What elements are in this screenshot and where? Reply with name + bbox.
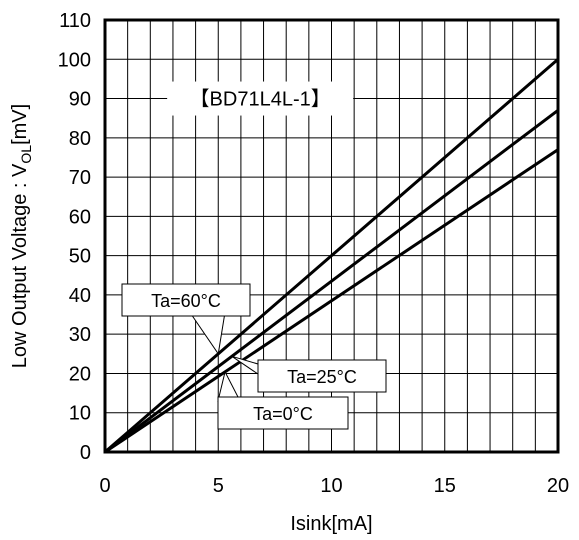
x-tick-label: 15 xyxy=(434,475,456,497)
x-tick-labels: 0 5 10 15 20 xyxy=(99,475,569,497)
chart-title-box: 【BD71L4L-1】 xyxy=(167,81,354,116)
x-tick-label: 10 xyxy=(320,475,342,497)
annotation-box xyxy=(257,359,387,393)
annotation-label: Ta=0°C xyxy=(253,404,313,424)
series-layer xyxy=(104,58,559,454)
annotation-label: Ta=60°C xyxy=(151,291,221,311)
y-tick-label: 70 xyxy=(69,167,91,189)
y-axis-label-unit: [mV] xyxy=(9,104,31,145)
series-line-2 xyxy=(104,148,559,454)
chart-title: 【BD71L4L-1】 xyxy=(190,89,331,111)
y-tick-label: 10 xyxy=(69,403,91,425)
annotation-box xyxy=(217,396,349,430)
annotation-pointer xyxy=(191,315,225,356)
x-tick-label: 0 xyxy=(99,475,110,497)
y-tick-label: 80 xyxy=(69,128,91,150)
x-tick-label: 5 xyxy=(213,475,224,497)
y-tick-label: 100 xyxy=(58,49,91,71)
y-tick-label: 20 xyxy=(69,363,91,385)
series-line-1 xyxy=(104,109,559,454)
y-tick-label: 60 xyxy=(69,206,91,228)
y-tick-labels: 0 10 20 30 40 50 60 70 80 90 100 110 xyxy=(58,10,91,464)
y-axis-label: Low Output Voltage : VOL[mV] xyxy=(9,104,34,368)
y-axis-label-main: Low Output Voltage : V xyxy=(9,163,31,368)
x-tick-label: 20 xyxy=(547,475,569,497)
annotation-callout: Ta=60°C xyxy=(121,283,251,356)
plot-frame xyxy=(103,18,560,454)
y-tick-label: 110 xyxy=(59,10,91,32)
x-axis-label: Isink[mA] xyxy=(290,513,372,535)
annotation-callout: Ta=0°C xyxy=(217,370,349,430)
annotation-label: Ta=25°C xyxy=(287,367,357,387)
y-axis-label-subscript: OL xyxy=(18,145,34,164)
annotation-layer: Ta=60°C Ta=25°C Ta=0°C xyxy=(121,283,387,430)
annotation-callout: Ta=25°C xyxy=(231,355,387,393)
y-tick-label: 90 xyxy=(69,89,91,111)
y-tick-label: 0 xyxy=(80,442,91,464)
y-tick-label: 30 xyxy=(69,324,91,346)
series-line-0 xyxy=(104,58,559,454)
y-tick-label: 50 xyxy=(69,246,91,268)
annotation-box xyxy=(121,283,251,317)
y-tick-label: 40 xyxy=(69,285,91,307)
